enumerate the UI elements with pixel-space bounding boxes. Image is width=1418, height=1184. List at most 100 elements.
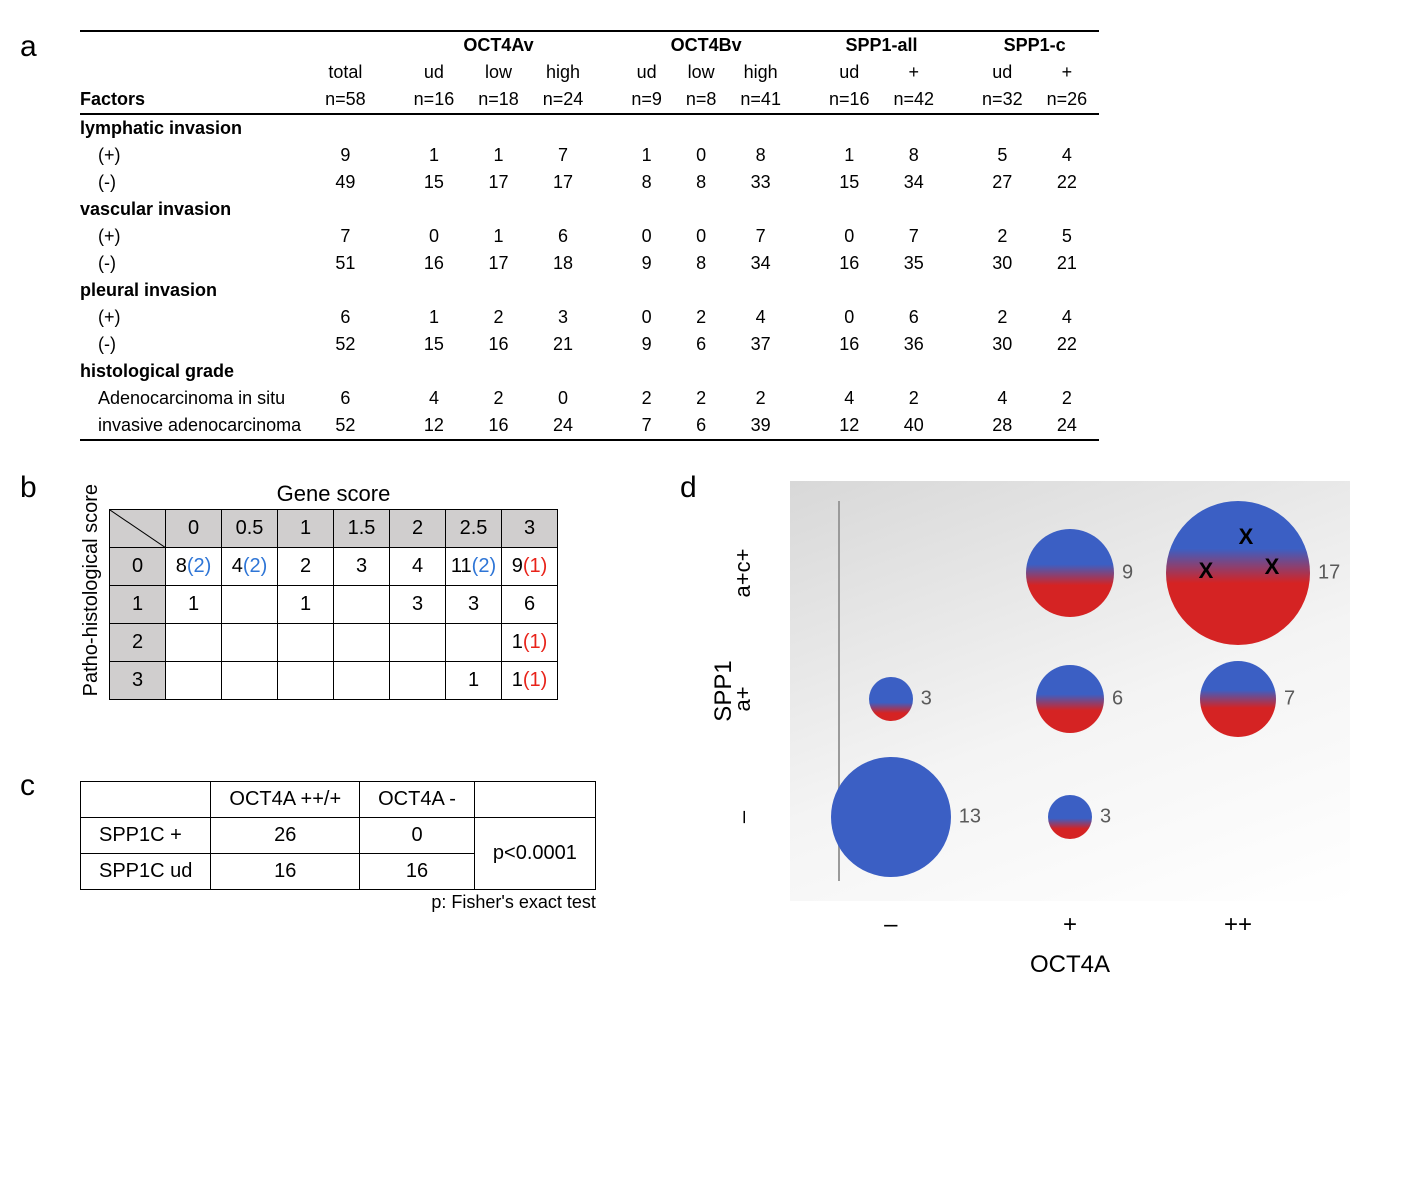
bubble	[1166, 501, 1310, 645]
row-label: (-)	[80, 169, 313, 196]
data-cell: 6	[674, 412, 729, 440]
data-cell: 6	[882, 304, 947, 331]
data-cell: 4	[817, 385, 882, 412]
bubble-label: 3	[1100, 806, 1111, 829]
bubble-label: 13	[959, 806, 981, 829]
data-cell: 3	[334, 548, 390, 586]
data-cell	[334, 662, 390, 700]
data-cell: 36	[882, 331, 947, 358]
data-cell: 4	[728, 304, 793, 331]
data-cell: 4	[1035, 304, 1100, 331]
data-cell: 5	[970, 142, 1035, 169]
bubble-label: 9	[1122, 562, 1133, 585]
data-cell	[278, 624, 334, 662]
data-cell: 24	[1035, 412, 1100, 440]
data-cell	[166, 662, 222, 700]
data-cell: 6	[674, 331, 729, 358]
row-label: (+)	[80, 142, 313, 169]
y-tick: –	[730, 811, 780, 823]
row-label: (+)	[80, 223, 313, 250]
panel-d-label: d	[680, 471, 697, 505]
factor-title: pleural invasion	[80, 277, 313, 304]
data-cell: 2	[674, 304, 729, 331]
row-label: Adenocarcinoma in situ	[80, 385, 313, 412]
data-cell: 17	[466, 250, 531, 277]
data-cell: 2	[1035, 385, 1100, 412]
data-cell: 30	[970, 250, 1035, 277]
data-cell: 0	[360, 818, 475, 854]
data-cell	[278, 662, 334, 700]
data-cell: 1	[446, 662, 502, 700]
data-cell	[334, 624, 390, 662]
table-c-note: p: Fisher's exact test	[80, 892, 596, 913]
data-cell: 2	[970, 304, 1035, 331]
data-cell: 0	[674, 142, 729, 169]
bubble-label: 6	[1112, 688, 1123, 711]
data-cell: 2	[619, 385, 674, 412]
data-cell: 16	[466, 331, 531, 358]
data-cell: 0	[619, 223, 674, 250]
bubble	[1200, 661, 1276, 737]
bubble	[869, 677, 913, 721]
col-header: OCT4A -	[360, 782, 475, 818]
data-cell: 16	[211, 854, 360, 890]
data-cell: 8(2)	[166, 548, 222, 586]
data-cell: 4	[390, 548, 446, 586]
x-tick: –	[884, 911, 897, 939]
data-cell: 26	[211, 818, 360, 854]
data-cell: 27	[970, 169, 1035, 196]
data-cell: 2	[466, 385, 531, 412]
data-cell: 8	[619, 169, 674, 196]
data-cell	[222, 586, 278, 624]
data-cell: 3	[531, 304, 596, 331]
data-cell: 16	[817, 331, 882, 358]
data-cell: 0	[817, 304, 882, 331]
data-cell: 3	[446, 586, 502, 624]
data-cell: 1	[619, 142, 674, 169]
data-cell: 34	[728, 250, 793, 277]
data-cell: 40	[882, 412, 947, 440]
panel-a: OCT4AvOCT4BvSPP1-allSPP1-ctotaludlowhigh…	[80, 30, 1398, 441]
data-cell	[390, 662, 446, 700]
group-header: SPP1-all	[817, 31, 946, 59]
y-tick: a+c+	[730, 549, 780, 598]
panel-b-y-label: Patho-histological score	[80, 484, 103, 696]
panel-b: Patho-histological score Gene score 00.5…	[80, 481, 558, 700]
data-cell: 9	[619, 250, 674, 277]
data-cell: 7	[728, 223, 793, 250]
data-cell: 15	[402, 331, 467, 358]
group-header: SPP1-c	[970, 31, 1099, 59]
data-cell: 18	[531, 250, 596, 277]
data-cell: 30	[970, 331, 1035, 358]
bubble	[831, 757, 951, 877]
col-header: 1.5	[334, 510, 390, 548]
data-cell: 1	[278, 586, 334, 624]
data-cell	[390, 624, 446, 662]
panel-a-label: a	[20, 30, 37, 64]
data-cell: 16	[402, 250, 467, 277]
p-value-cell: p<0.0001	[474, 818, 595, 890]
data-cell: 1	[466, 142, 531, 169]
col-header: 1	[278, 510, 334, 548]
data-cell: 2	[728, 385, 793, 412]
panel-d: SPP1 –a+a+c+–+++133367917XXX OCT4A	[720, 481, 1370, 979]
figure: a OCT4AvOCT4BvSPP1-allSPP1-ctotaludlowhi…	[20, 30, 1398, 1031]
x-mark-icon: X	[1239, 524, 1254, 550]
data-cell: 17	[531, 169, 596, 196]
bubble-plot: –a+a+c+–+++133367917XXX	[790, 481, 1350, 901]
data-cell: 16	[466, 412, 531, 440]
lower-panels: b c d Patho-histological score Gene scor…	[20, 471, 1398, 1031]
data-cell: 33	[728, 169, 793, 196]
factor-title: vascular invasion	[80, 196, 313, 223]
data-cell: 8	[728, 142, 793, 169]
panel-b-label: b	[20, 471, 37, 505]
panel-c-label: c	[20, 769, 35, 803]
data-cell: 39	[728, 412, 793, 440]
data-cell	[222, 624, 278, 662]
data-cell: 8	[674, 169, 729, 196]
data-cell: 24	[531, 412, 596, 440]
row-header: 3	[110, 662, 166, 700]
data-cell: 0	[674, 223, 729, 250]
data-cell: 2	[970, 223, 1035, 250]
data-cell: 4	[970, 385, 1035, 412]
